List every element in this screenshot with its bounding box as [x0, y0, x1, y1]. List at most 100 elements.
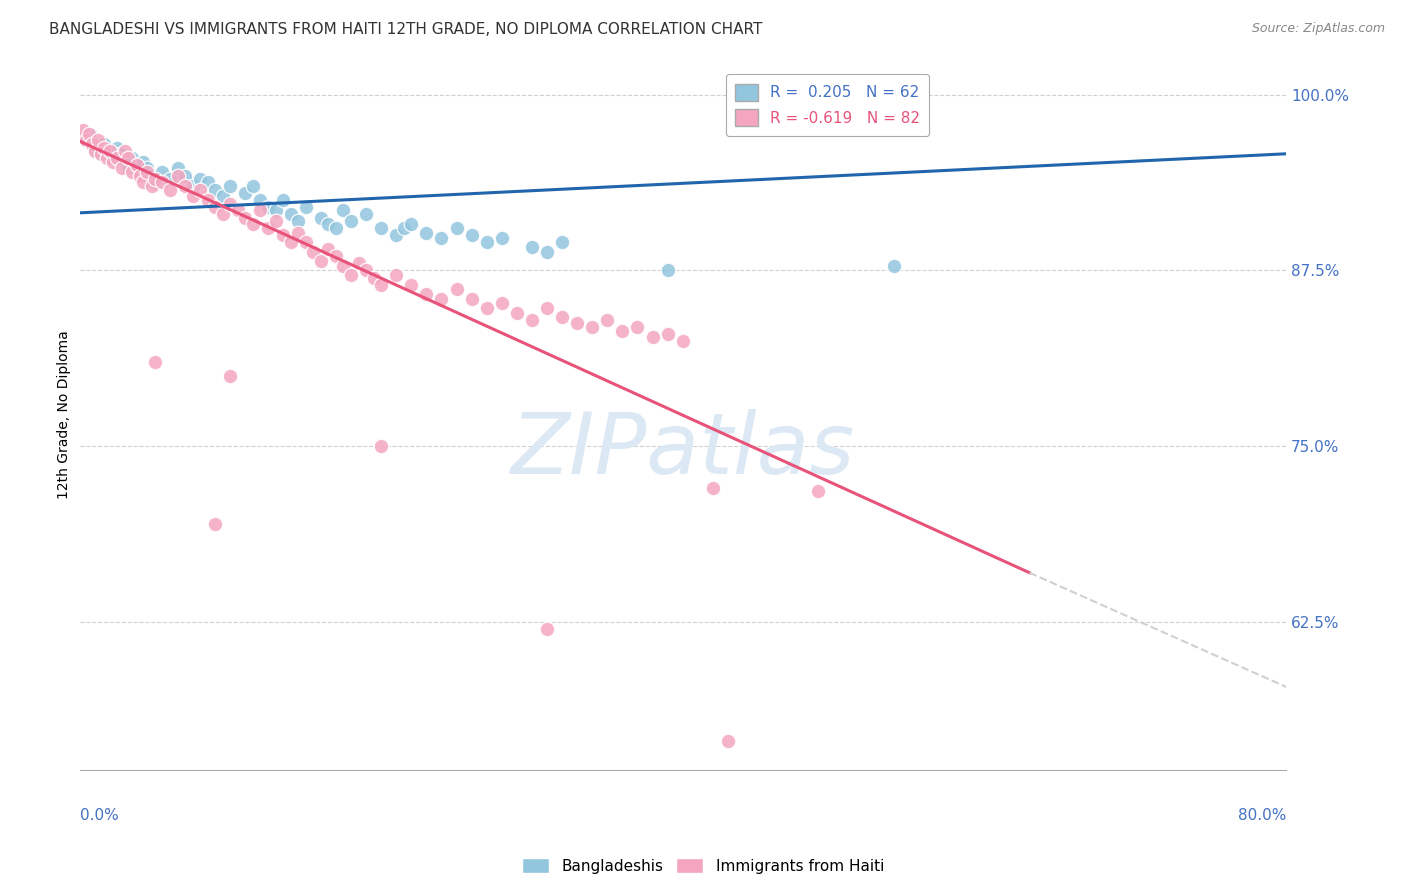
- Point: [332, 202, 354, 217]
- Point: [242, 217, 264, 231]
- Point: [415, 226, 437, 240]
- Point: [79, 127, 101, 141]
- Text: 80.0%: 80.0%: [1237, 808, 1286, 823]
- Legend: Bangladeshis, Immigrants from Haiti: Bangladeshis, Immigrants from Haiti: [516, 852, 890, 880]
- Point: [111, 161, 134, 175]
- Point: [309, 253, 332, 268]
- Point: [211, 207, 233, 221]
- Point: [536, 622, 558, 636]
- Point: [98, 144, 121, 158]
- Point: [174, 169, 197, 184]
- Point: [90, 146, 112, 161]
- Point: [188, 172, 211, 186]
- Point: [96, 151, 118, 165]
- Point: [883, 260, 905, 274]
- Point: [114, 155, 136, 169]
- Point: [93, 136, 115, 151]
- Point: [121, 151, 143, 165]
- Point: [392, 221, 415, 235]
- Point: [143, 355, 166, 369]
- Point: [101, 151, 124, 165]
- Point: [415, 287, 437, 301]
- Point: [430, 292, 453, 306]
- Point: [264, 214, 287, 228]
- Point: [807, 484, 830, 499]
- Point: [363, 270, 385, 285]
- Point: [249, 202, 271, 217]
- Point: [128, 169, 150, 184]
- Point: [136, 165, 159, 179]
- Point: [702, 482, 724, 496]
- Point: [294, 200, 316, 214]
- Point: [114, 144, 136, 158]
- Point: [626, 319, 648, 334]
- Point: [219, 197, 242, 211]
- Point: [318, 243, 340, 257]
- Point: [536, 301, 558, 316]
- Point: [125, 158, 148, 172]
- Point: [117, 151, 139, 165]
- Text: BANGLADESHI VS IMMIGRANTS FROM HAITI 12TH GRADE, NO DIPLOMA CORRELATION CHART: BANGLADESHI VS IMMIGRANTS FROM HAITI 12T…: [49, 22, 762, 37]
- Point: [136, 161, 159, 175]
- Point: [235, 186, 257, 201]
- Point: [340, 214, 363, 228]
- Point: [347, 256, 370, 270]
- Point: [271, 228, 294, 243]
- Point: [174, 179, 197, 194]
- Point: [581, 319, 603, 334]
- Point: [567, 316, 589, 330]
- Point: [385, 228, 408, 243]
- Point: [235, 211, 257, 226]
- Point: [143, 172, 166, 186]
- Point: [132, 155, 155, 169]
- Point: [370, 221, 392, 235]
- Point: [105, 151, 128, 165]
- Point: [430, 231, 453, 245]
- Point: [717, 734, 740, 748]
- Point: [287, 214, 309, 228]
- Point: [257, 200, 280, 214]
- Point: [141, 169, 163, 184]
- Point: [370, 439, 392, 453]
- Point: [249, 193, 271, 207]
- Text: ZIPatlas: ZIPatlas: [510, 409, 855, 491]
- Point: [612, 324, 634, 338]
- Point: [141, 179, 163, 194]
- Point: [325, 249, 347, 263]
- Point: [446, 221, 468, 235]
- Point: [354, 207, 377, 221]
- Point: [181, 179, 204, 194]
- Point: [197, 175, 219, 189]
- Point: [188, 183, 211, 197]
- Point: [370, 277, 392, 292]
- Point: [520, 239, 543, 253]
- Point: [121, 165, 143, 179]
- Point: [204, 183, 226, 197]
- Point: [80, 136, 103, 151]
- Point: [657, 326, 679, 341]
- Point: [551, 310, 574, 324]
- Text: Source: ZipAtlas.com: Source: ZipAtlas.com: [1251, 22, 1385, 36]
- Point: [219, 368, 242, 383]
- Point: [302, 245, 325, 260]
- Legend: R =  0.205   N = 62, R = -0.619   N = 82: R = 0.205 N = 62, R = -0.619 N = 82: [725, 74, 929, 136]
- Point: [264, 202, 287, 217]
- Text: 0.0%: 0.0%: [80, 808, 118, 823]
- Point: [152, 165, 174, 179]
- Point: [385, 268, 408, 282]
- Point: [325, 221, 347, 235]
- Point: [98, 148, 121, 162]
- Point: [76, 133, 98, 147]
- Point: [90, 146, 112, 161]
- Point: [280, 207, 302, 221]
- Point: [128, 165, 150, 179]
- Point: [83, 144, 105, 158]
- Point: [152, 175, 174, 189]
- Point: [181, 189, 204, 203]
- Point: [257, 221, 280, 235]
- Point: [271, 193, 294, 207]
- Point: [75, 133, 97, 147]
- Point: [143, 175, 166, 189]
- Point: [354, 263, 377, 277]
- Point: [93, 141, 115, 155]
